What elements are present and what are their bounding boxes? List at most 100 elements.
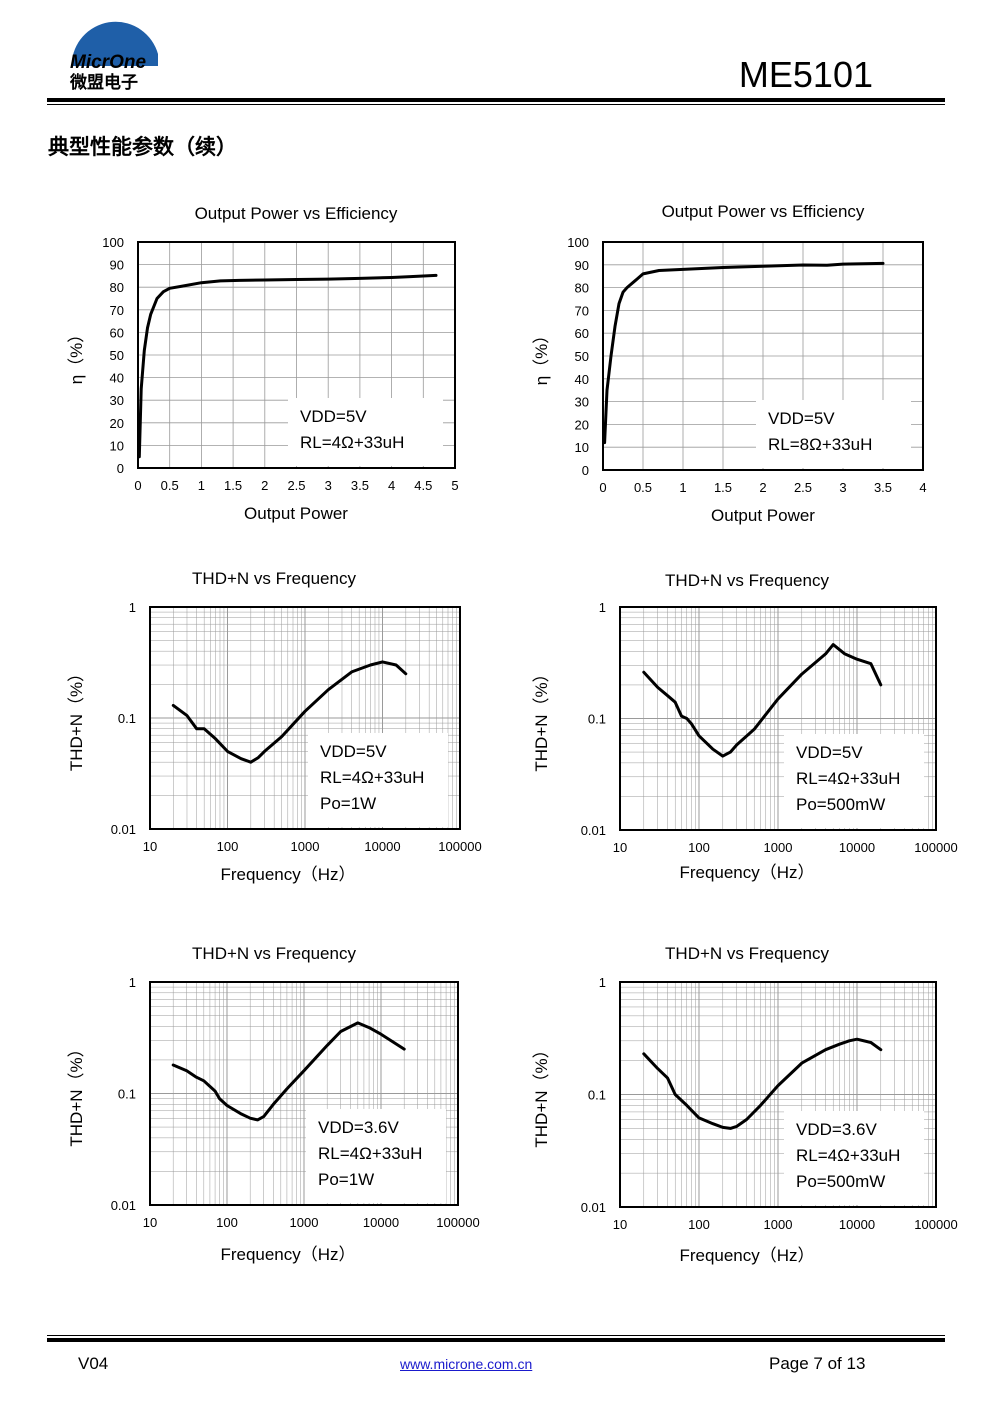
x-axis-label: Frequency（Hz） bbox=[220, 1245, 355, 1264]
thd-chart-5v-1w: 10 100 1000 10000 100000 0.01 0.1 1 THD+N vs Fre… bbox=[67, 569, 482, 884]
x-tick-label: 3.5 bbox=[874, 480, 892, 495]
annotation-text: VDD=3.6V bbox=[318, 1118, 399, 1137]
website-link[interactable]: www.microne.com.cn bbox=[400, 1356, 533, 1372]
annotation-text: VDD=5V bbox=[768, 409, 835, 428]
annotation-text: RL=4Ω+33uH bbox=[300, 433, 404, 452]
chart-title: THD+N vs Frequency bbox=[665, 944, 829, 963]
y-tick-label: 50 bbox=[110, 348, 124, 363]
x-tick-label: 100000 bbox=[914, 840, 957, 855]
y-tick-label: 0.01 bbox=[111, 822, 136, 837]
x-tick-label: 10 bbox=[613, 840, 627, 855]
y-tick-label: 30 bbox=[575, 395, 589, 410]
x-tick-label: 100000 bbox=[914, 1217, 957, 1232]
y-tick-label: 70 bbox=[575, 303, 589, 318]
series-line bbox=[642, 1037, 883, 1130]
y-tick-label: 1 bbox=[129, 975, 136, 990]
y-tick-label: 80 bbox=[110, 280, 124, 295]
x-axis-label: Output Power bbox=[244, 504, 348, 523]
series-line bbox=[137, 273, 438, 459]
x-tick-label: 4 bbox=[919, 480, 926, 495]
plot-frame bbox=[619, 606, 937, 831]
plot-frame bbox=[602, 241, 924, 471]
thd-chart-3v6-1w: 10 100 1000 10000 100000 0.01 0.1 1 THD+N vs Fre… bbox=[67, 944, 480, 1264]
x-tick-label: 10000 bbox=[363, 1215, 399, 1230]
y-axis-label: THD+N（%） bbox=[67, 665, 86, 771]
x-tick-label: 10 bbox=[613, 1217, 627, 1232]
y-tick-label: 10 bbox=[110, 438, 124, 453]
x-tick-label: 10000 bbox=[839, 1217, 875, 1232]
y-tick-label: 1 bbox=[129, 600, 136, 615]
series-line bbox=[171, 660, 408, 764]
y-tick-label: 70 bbox=[110, 303, 124, 318]
x-tick-label: 10 bbox=[143, 839, 157, 854]
y-tick-label: 80 bbox=[575, 281, 589, 296]
x-tick-label: 2.5 bbox=[287, 478, 305, 493]
annotation-text: RL=4Ω+33uH bbox=[796, 1146, 900, 1165]
series-line bbox=[603, 261, 885, 445]
annotation-box bbox=[308, 733, 448, 827]
annotation-text: Po=1W bbox=[318, 1170, 374, 1189]
chart-title: THD+N vs Frequency bbox=[192, 569, 356, 588]
y-tick-label: 0.01 bbox=[581, 823, 606, 838]
plot-frame bbox=[619, 981, 937, 1208]
y-tick-label: 90 bbox=[110, 258, 124, 273]
x-tick-label: 100000 bbox=[436, 1215, 479, 1230]
y-tick-label: 100 bbox=[102, 235, 124, 250]
efficiency-chart-8ohm: 0 0.5 1 1.5 2 2.5 3 3.5 40102030405060708090100O… bbox=[532, 202, 927, 525]
annotation-box bbox=[784, 1111, 924, 1205]
x-tick-label: 10000 bbox=[839, 840, 875, 855]
y-tick-label: 40 bbox=[110, 371, 124, 386]
annotation-text: Po=500mW bbox=[796, 795, 885, 814]
annotation-text: VDD=5V bbox=[320, 742, 387, 761]
y-tick-label: 60 bbox=[575, 326, 589, 341]
x-tick-label: 3 bbox=[325, 478, 332, 493]
annotation-text: RL=8Ω+33uH bbox=[768, 435, 872, 454]
x-tick-label: 1000 bbox=[291, 839, 320, 854]
logo-wordmark: MicrOne bbox=[70, 52, 146, 73]
x-tick-label: 4.5 bbox=[414, 478, 432, 493]
document-title: ME5101 bbox=[738, 54, 873, 95]
plot-frame bbox=[149, 981, 459, 1206]
thd-chart-3v6-500mw: 10 100 1000 10000 100000 0.01 0.1 1 THD+N vs Fre… bbox=[532, 944, 958, 1265]
chart-title: THD+N vs Frequency bbox=[665, 571, 829, 590]
y-axis-label: THD+N（%） bbox=[532, 1041, 551, 1147]
x-tick-label: 0.5 bbox=[634, 480, 652, 495]
annotation-box bbox=[288, 398, 443, 466]
plot-frame bbox=[137, 241, 456, 469]
x-tick-label: 100 bbox=[216, 1215, 238, 1230]
y-tick-label: 1 bbox=[599, 600, 606, 615]
x-tick-label: 3 bbox=[839, 480, 846, 495]
x-axis-label: Output Power bbox=[711, 506, 815, 525]
x-tick-label: 1000 bbox=[764, 840, 793, 855]
x-tick-label: 5 bbox=[451, 478, 458, 493]
x-tick-label: 100 bbox=[217, 839, 239, 854]
page-number: Page 7 of 13 bbox=[769, 1354, 866, 1373]
annotation-text: RL=4Ω+33uH bbox=[796, 769, 900, 788]
microne-logo: MicrOne 微盟电子 bbox=[66, 8, 162, 94]
y-tick-label: 0.1 bbox=[588, 712, 606, 727]
y-tick-label: 100 bbox=[567, 235, 589, 250]
x-tick-label: 4 bbox=[388, 478, 395, 493]
version-label: V04 bbox=[78, 1354, 109, 1373]
y-tick-label: 1 bbox=[599, 975, 606, 990]
y-tick-label: 0.01 bbox=[581, 1200, 606, 1215]
x-axis-label: Frequency（Hz） bbox=[220, 865, 355, 884]
x-tick-label: 10 bbox=[143, 1215, 157, 1230]
annotation-text: Po=500mW bbox=[796, 1172, 885, 1191]
x-tick-label: 0 bbox=[134, 478, 141, 493]
y-tick-label: 0.01 bbox=[111, 1198, 136, 1213]
x-tick-label: 1 bbox=[679, 480, 686, 495]
x-tick-label: 1 bbox=[198, 478, 205, 493]
annotation-text: VDD=5V bbox=[796, 743, 863, 762]
y-axis-label: THD+N（%） bbox=[532, 665, 551, 771]
y-tick-label: 0.1 bbox=[118, 711, 136, 726]
annotation-text: Po=1W bbox=[320, 794, 376, 813]
x-tick-label: 1000 bbox=[290, 1215, 319, 1230]
x-tick-label: 0.5 bbox=[161, 478, 179, 493]
y-tick-label: 30 bbox=[110, 393, 124, 408]
y-tick-label: 60 bbox=[110, 325, 124, 340]
y-tick-label: 20 bbox=[110, 416, 124, 431]
x-tick-label: 1.5 bbox=[714, 480, 732, 495]
x-tick-label: 1.5 bbox=[224, 478, 242, 493]
x-tick-label: 100 bbox=[688, 1217, 710, 1232]
